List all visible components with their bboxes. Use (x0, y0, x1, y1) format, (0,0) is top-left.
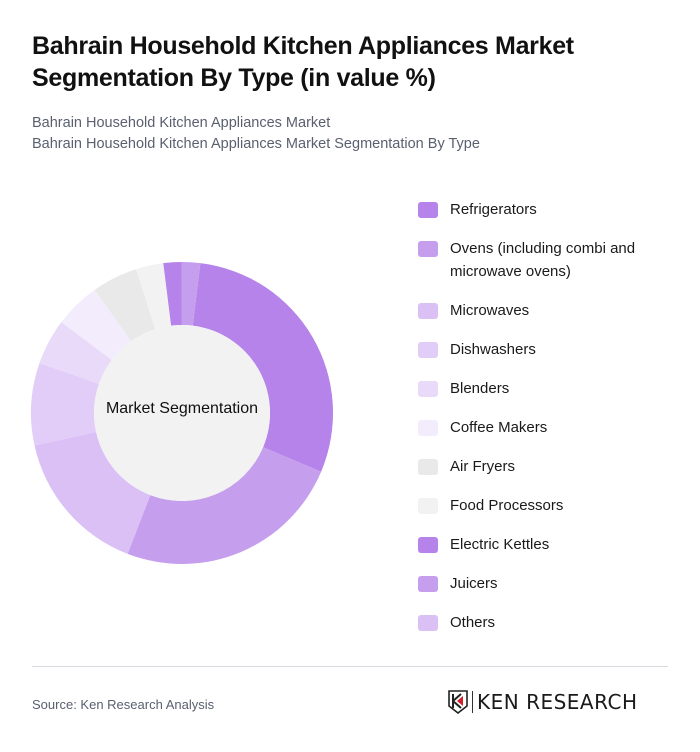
donut-center-label: Market Segmentation (105, 400, 259, 417)
logo-separator (472, 691, 473, 713)
footer-divider (32, 666, 668, 667)
donut-slice (94, 269, 156, 342)
legend-item: Blenders (418, 377, 678, 400)
legend-swatch (418, 420, 438, 436)
legend-swatch (418, 342, 438, 358)
legend-label: Coffee Makers (450, 419, 548, 436)
legend-swatch (418, 498, 438, 514)
donut-hole (94, 325, 270, 501)
legend-label: Blenders (450, 380, 510, 397)
legend-swatch (418, 381, 438, 397)
chart-legend: Refrigerators Ovens (including combi and … (418, 198, 678, 650)
legend-label: Air Fryers (450, 458, 515, 475)
legend-item: Food Processors (418, 494, 678, 517)
legend-item: Others (418, 611, 678, 634)
donut-slice (192, 263, 334, 472)
source-note: Source: Ken Research Analysis (32, 697, 215, 712)
legend-label: Electric Kettles (450, 536, 550, 553)
legend-label: Juicers (450, 575, 498, 592)
ken-research-logo: KEN RESEARCH (448, 690, 638, 714)
donut-slice (136, 263, 172, 330)
legend-item: Electric Kettles (418, 533, 678, 556)
legend-swatch (418, 202, 438, 218)
legend-item: Dishwashers (418, 338, 678, 361)
legend-label: Ovens (including combi and microwave ove… (450, 240, 636, 280)
subtitle-line-1: Bahrain Household Kitchen Appliances Mar… (32, 115, 331, 131)
donut-slice (39, 322, 112, 384)
donut-slice (127, 447, 322, 564)
legend-item: Ovens (including combi and microwave ove… (418, 237, 678, 283)
donut-slice (181, 262, 201, 326)
legend-swatch (418, 303, 438, 319)
chart-subtitle: Bahrain Household Kitchen Appliances Mar… (32, 113, 480, 155)
donut-slice (163, 262, 182, 326)
legend-item: Air Fryers (418, 455, 678, 478)
donut-slice (61, 289, 132, 361)
donut-slice (34, 431, 151, 554)
subtitle-line-2: Bahrain Household Kitchen Appliances Mar… (32, 136, 480, 152)
legend-swatch (418, 459, 438, 475)
legend-swatch (418, 241, 438, 257)
legend-item: Coffee Makers (418, 416, 678, 439)
legend-label: Microwaves (450, 302, 530, 319)
donut-slice (30, 362, 99, 446)
chart-title: Bahrain Household Kitchen Appliances Mar… (32, 32, 574, 92)
logo-text: KEN RESEARCH (477, 690, 638, 714)
legend-item: Microwaves (418, 299, 678, 322)
legend-swatch (418, 537, 438, 553)
legend-label: Others (450, 614, 496, 631)
legend-label: Food Processors (450, 497, 564, 514)
legend-item: Refrigerators (418, 198, 678, 221)
legend-label: Refrigerators (450, 201, 537, 218)
legend-label: Dishwashers (450, 341, 536, 358)
legend-swatch (418, 576, 438, 592)
donut-chart (30, 262, 334, 564)
legend-item: Juicers (418, 572, 678, 595)
legend-swatch (418, 615, 438, 631)
ken-research-logo-icon (448, 690, 468, 714)
